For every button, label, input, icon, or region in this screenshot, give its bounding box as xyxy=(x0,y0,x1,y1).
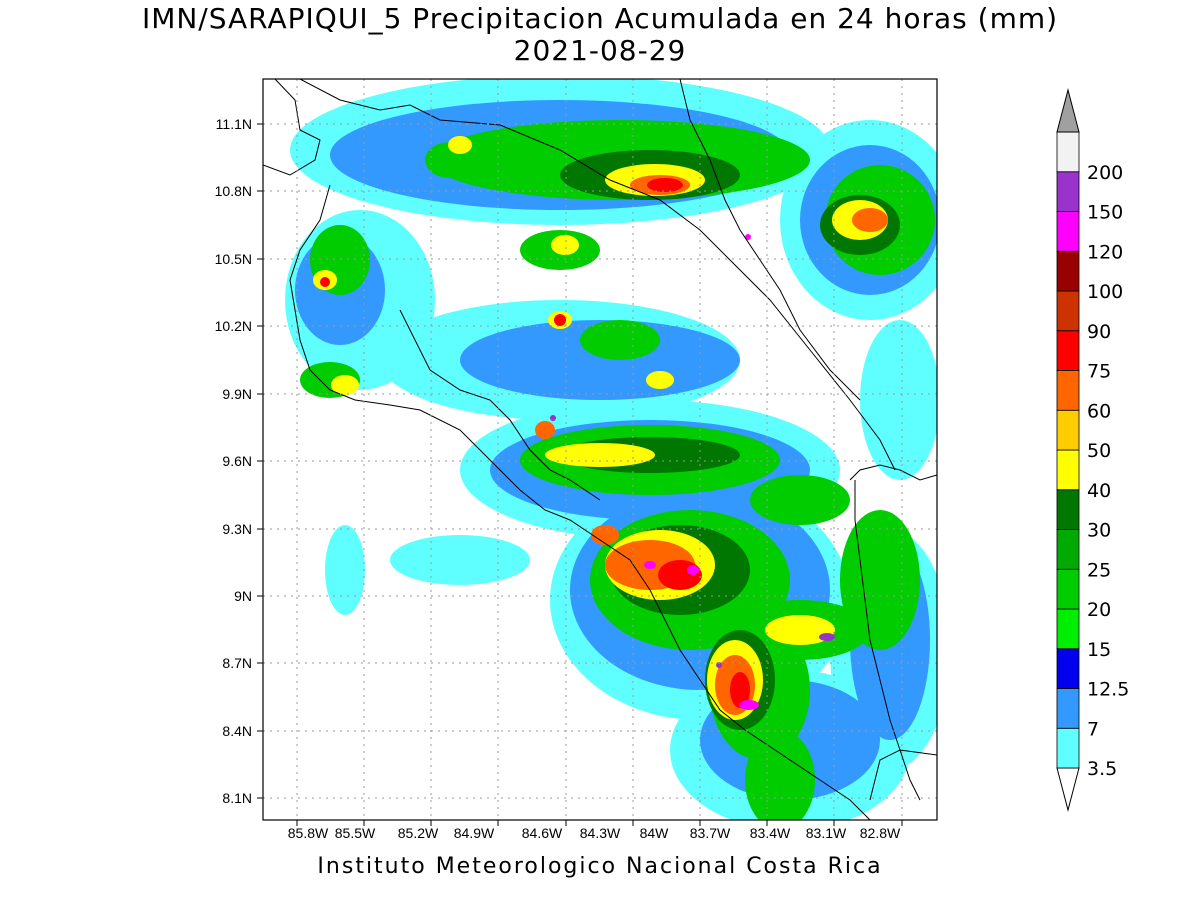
colorbar-swatch xyxy=(1056,171,1080,212)
colorbar-label: 75 xyxy=(1087,361,1111,383)
lat-label: 10.2N xyxy=(215,318,252,334)
ticks xyxy=(257,123,903,826)
colorbar-swatch xyxy=(1056,290,1080,332)
longitude-labels: 85.8W 85.5W 85.2W 84.9W 84.6W 84.3W 84W … xyxy=(288,825,901,841)
lon-label: 82.8W xyxy=(860,825,901,841)
lat-label: 8.1N xyxy=(222,790,252,806)
colorbar-swatch xyxy=(1056,608,1080,650)
map-frame xyxy=(262,78,938,821)
lat-label: 8.7N xyxy=(222,655,252,671)
coastlines xyxy=(263,79,937,820)
colorbar-swatch xyxy=(1056,409,1080,451)
lat-label: 9.3N xyxy=(222,521,252,537)
lon-label: 84.3W xyxy=(580,825,621,841)
colorbar-label: 25 xyxy=(1087,559,1111,581)
lat-label: 10.8N xyxy=(215,183,252,199)
lon-label: 83.4W xyxy=(750,825,791,841)
colorbar-label: 100 xyxy=(1087,281,1123,303)
footer-credit: Instituto Meteorologico Nacional Costa R… xyxy=(317,854,883,879)
colorbar-label: 150 xyxy=(1087,202,1123,224)
lon-label: 85.5W xyxy=(335,825,376,841)
colorbar-label: 50 xyxy=(1087,440,1111,462)
lat-label: 8.4N xyxy=(222,723,252,739)
colorbar-label: 12.5 xyxy=(1087,679,1129,701)
colorbar-swatch xyxy=(1056,211,1080,252)
colorbar-swatch xyxy=(1056,727,1080,769)
colorbar-swatch xyxy=(1056,648,1080,689)
colorbar-swatch xyxy=(1056,529,1080,570)
lon-label: 84W xyxy=(640,825,670,841)
lon-label: 84.9W xyxy=(454,825,495,841)
lat-label: 11.1N xyxy=(216,116,252,132)
map-title: IMN/SARAPIQUI_5 Precipitacion Acumulada … xyxy=(141,2,1059,35)
lat-label: 9N xyxy=(234,588,252,604)
lon-label: 83.7W xyxy=(690,825,731,841)
lat-label: 9.9N xyxy=(222,386,252,402)
map-date: 2021-08-29 xyxy=(513,34,687,67)
colorbar-swatch xyxy=(1056,250,1080,292)
colorbar-swatch xyxy=(1056,688,1080,729)
colorbar-label: 3.5 xyxy=(1087,758,1117,780)
lon-label: 84.6W xyxy=(522,825,563,841)
colorbar-swatch xyxy=(1056,131,1080,173)
colorbar-swatch xyxy=(1056,568,1080,610)
colorbar-label: 60 xyxy=(1087,400,1111,422)
lat-label: 10.5N xyxy=(215,251,252,267)
colorbar-swatch xyxy=(1056,330,1080,371)
colorbar-label: 20 xyxy=(1087,599,1111,621)
lat-label: 9.6N xyxy=(222,453,252,469)
gridlines xyxy=(263,79,937,820)
colorbar-max-arrow xyxy=(1056,88,1080,133)
colorbar-swatch xyxy=(1056,489,1080,530)
colorbar-label: 15 xyxy=(1087,639,1111,661)
lon-label: 85.8W xyxy=(288,825,329,841)
latitude-labels: 11.1N 10.8N 10.5N 10.2N 9.9N 9.6N 9.3N 9… xyxy=(215,116,252,806)
colorbar-swatch xyxy=(1056,449,1080,491)
colorbar-label: 120 xyxy=(1087,241,1123,263)
lon-label: 85.2W xyxy=(398,825,439,841)
colorbar-label: 30 xyxy=(1087,520,1111,542)
colorbar-min-arrow xyxy=(1056,767,1080,812)
colorbar-legend: 3.5 7 12.5 15 20 25 30 40 50 60 75 90 100 120 150 200 xyxy=(1056,88,1129,812)
colorbar-label: 200 xyxy=(1087,162,1123,184)
lon-label: 83.1W xyxy=(806,825,847,841)
precipitation-field xyxy=(263,79,937,820)
colorbar-label: 90 xyxy=(1087,321,1111,343)
colorbar-swatch xyxy=(1056,370,1080,411)
colorbar-label: 7 xyxy=(1087,718,1099,740)
colorbar-label: 40 xyxy=(1087,480,1111,502)
